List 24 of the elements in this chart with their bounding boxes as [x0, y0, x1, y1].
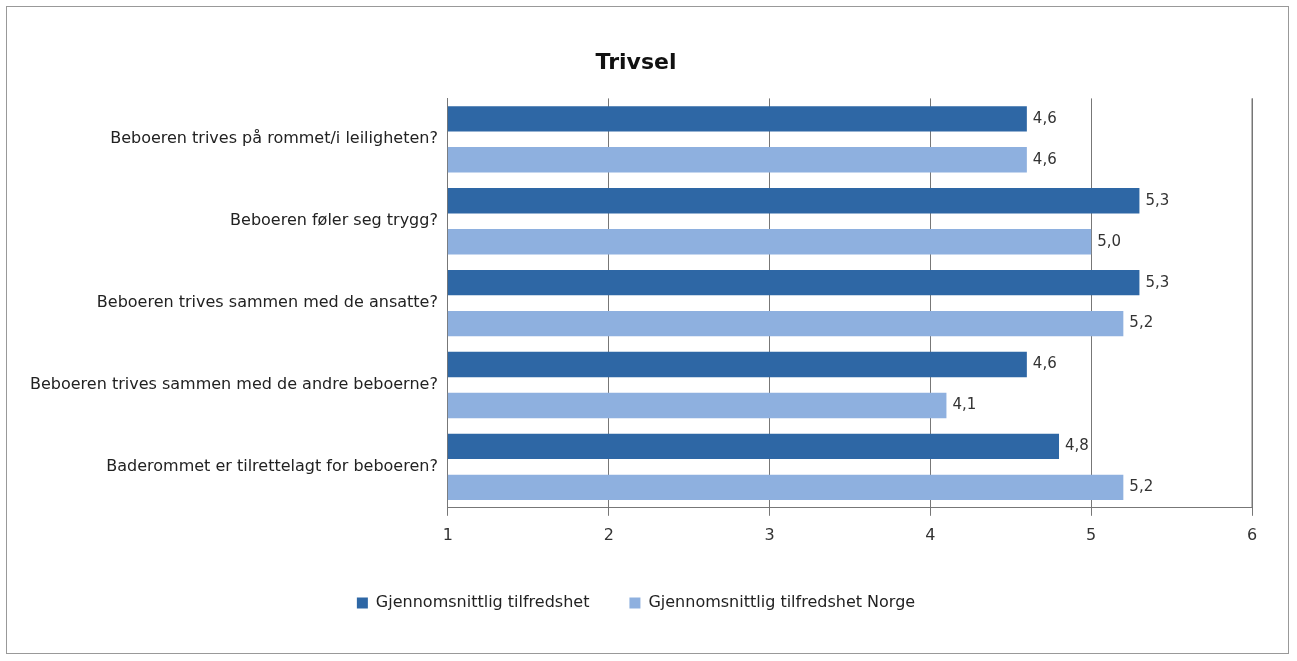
x-tick-label: 6 [1246, 524, 1258, 544]
data-label: 5,0 [1097, 231, 1122, 250]
data-label: 5,2 [1129, 313, 1154, 332]
chart-title: Trivsel [595, 48, 677, 74]
x-tick-label: 3 [764, 524, 775, 544]
data-label: 4,8 [1065, 436, 1089, 455]
y-tick-label: Baderommet er tilrettelagt for beboeren? [106, 456, 438, 476]
legend-label: Gjennomsnittlig tilfredshet [375, 592, 590, 612]
x-tick-label: 1 [442, 524, 453, 544]
data-label: 5,3 [1145, 190, 1170, 209]
legend-label: Gjennomsnittlig tilfredshet Norge [648, 592, 916, 612]
x-tick-label: 5 [1086, 524, 1097, 544]
y-tick-label: Beboeren trives på rommet/i leiligheten? [110, 128, 438, 148]
data-label: 4,6 [1032, 149, 1057, 168]
data-label: 4,1 [952, 395, 977, 414]
y-tick-label: Beboeren føler seg trygg? [230, 210, 438, 230]
x-tick-label: 2 [603, 524, 614, 544]
y-tick-label: Beboeren trives sammen med de andre beboerne? [29, 374, 438, 394]
y-tick-label: Beboeren trives sammen med de ansatte? [96, 292, 438, 312]
x-tick-label: 4 [925, 524, 936, 544]
data-label: 4,6 [1032, 354, 1057, 373]
data-label: 5,2 [1129, 477, 1154, 496]
data-label: 4,6 [1032, 108, 1057, 127]
data-label: 5,3 [1145, 272, 1170, 291]
